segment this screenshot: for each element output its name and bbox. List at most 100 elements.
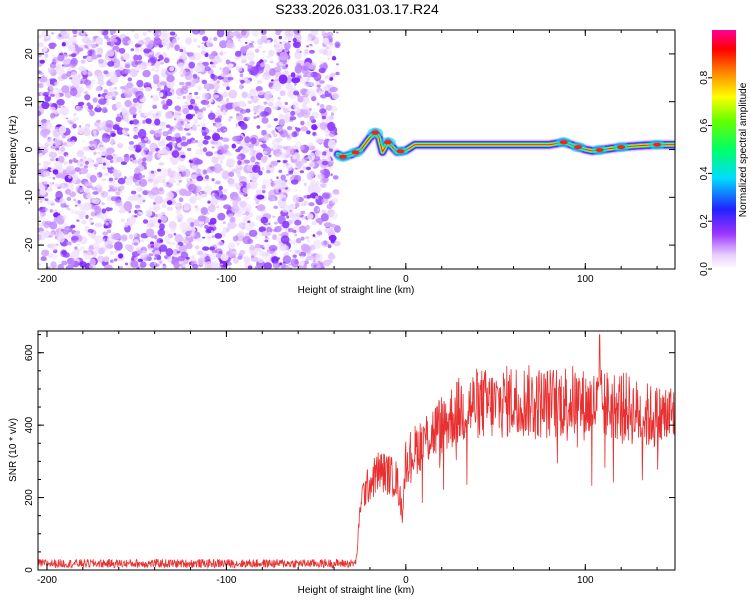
signal-blob-core-6 (574, 145, 583, 150)
noise-speckle (219, 197, 223, 201)
noise-speckle (307, 152, 316, 161)
noise-speckle (279, 90, 286, 97)
noise-speckle (178, 244, 188, 254)
noise-speckle (220, 72, 226, 78)
noise-speckle (206, 88, 210, 92)
noise-speckle (66, 142, 72, 148)
noise-speckle (272, 180, 281, 190)
noise-speckle (278, 62, 284, 66)
noise-speckle (294, 249, 298, 252)
noise-speckle (159, 244, 168, 252)
noise-speckle (73, 231, 79, 236)
noise-speckle (309, 163, 313, 167)
noise-speckle (214, 117, 222, 123)
noise-speckle (102, 231, 108, 236)
noise-speckle (288, 40, 291, 43)
noise-speckle (67, 67, 72, 72)
noise-speckle (191, 255, 195, 259)
noise-speckle (151, 250, 155, 253)
noise-speckle (240, 46, 248, 54)
noise-speckle (68, 48, 72, 51)
noise-speckle (60, 174, 66, 180)
noise-speckle (247, 64, 254, 71)
noise-speckle (68, 36, 77, 45)
noise-speckle (179, 188, 188, 196)
noise-speckle (211, 94, 220, 99)
noise-speckle (123, 222, 129, 228)
noise-speckle (59, 182, 69, 189)
noise-speckle (161, 39, 165, 41)
noise-speckle (235, 164, 241, 169)
noise-speckle (227, 221, 237, 230)
noise-speckle (127, 216, 136, 225)
noise-speckle (42, 92, 47, 97)
noise-speckle (123, 53, 130, 61)
noise-speckle (179, 81, 185, 86)
noise-speckle (252, 164, 261, 173)
noise-speckle (150, 56, 158, 64)
noise-speckle (75, 106, 79, 109)
noise-speckle (334, 41, 341, 49)
noise-speckle (96, 104, 100, 109)
noise-speckle (309, 44, 313, 46)
noise-speckle (219, 136, 224, 140)
noise-speckle (112, 153, 116, 156)
noise-speckle (247, 44, 255, 49)
noise-speckle (306, 36, 312, 42)
noise-speckle (288, 203, 296, 210)
noise-speckle (187, 147, 192, 152)
noise-speckle (244, 136, 251, 144)
noise-speckle (142, 147, 149, 151)
noise-speckle (98, 30, 104, 34)
noise-speckle (112, 124, 120, 131)
noise-speckle (174, 132, 181, 138)
noise-speckle (94, 184, 103, 192)
noise-speckle (313, 72, 322, 82)
noise-speckle (236, 155, 242, 161)
noise-speckle (68, 175, 72, 179)
noise-speckle (67, 258, 75, 267)
noise-speckle (331, 57, 337, 61)
noise-speckle (264, 239, 269, 243)
noise-speckle (222, 221, 226, 225)
noise-speckle (218, 185, 223, 191)
noise-speckle (237, 230, 245, 236)
noise-speckle (124, 99, 132, 108)
noise-speckle (149, 195, 155, 200)
noise-speckle (121, 107, 127, 114)
noise-speckle (175, 203, 181, 208)
noise-speckle (95, 36, 104, 46)
noise-speckle (101, 135, 111, 143)
spectrogram-ytick-label: -20 (24, 237, 35, 252)
noise-speckle (329, 86, 339, 93)
snr-ticks: -200 -100 0 100 0 200 400 600 (24, 331, 675, 586)
snr-ytick-label: 0 (24, 567, 35, 573)
noise-speckle (101, 192, 105, 196)
noise-speckle (69, 63, 76, 68)
noise-speckle (166, 75, 175, 83)
noise-speckle (213, 121, 222, 128)
noise-speckle (50, 145, 57, 150)
noise-speckle (282, 146, 288, 150)
noise-speckle (271, 138, 280, 147)
noise-speckle (269, 178, 273, 182)
noise-speckle (226, 158, 231, 163)
noise-speckle (301, 179, 305, 182)
noise-speckle (136, 249, 143, 254)
noise-speckle (148, 30, 152, 33)
noise-speckle (312, 234, 316, 237)
noise-speckle (301, 108, 311, 119)
noise-speckle (50, 112, 56, 119)
noise-speckle (148, 110, 154, 117)
noise-speckle (179, 221, 188, 231)
noise-speckle (47, 184, 50, 188)
noise-speckle (152, 221, 160, 228)
noise-speckle (185, 242, 193, 249)
noise-speckle (43, 165, 49, 170)
noise-speckle (166, 200, 173, 206)
noise-speckle (192, 38, 198, 42)
noise-speckle (278, 169, 283, 173)
noise-speckle (71, 235, 79, 241)
noise-speckle (298, 225, 307, 234)
signal-blob-core-4 (396, 149, 405, 154)
